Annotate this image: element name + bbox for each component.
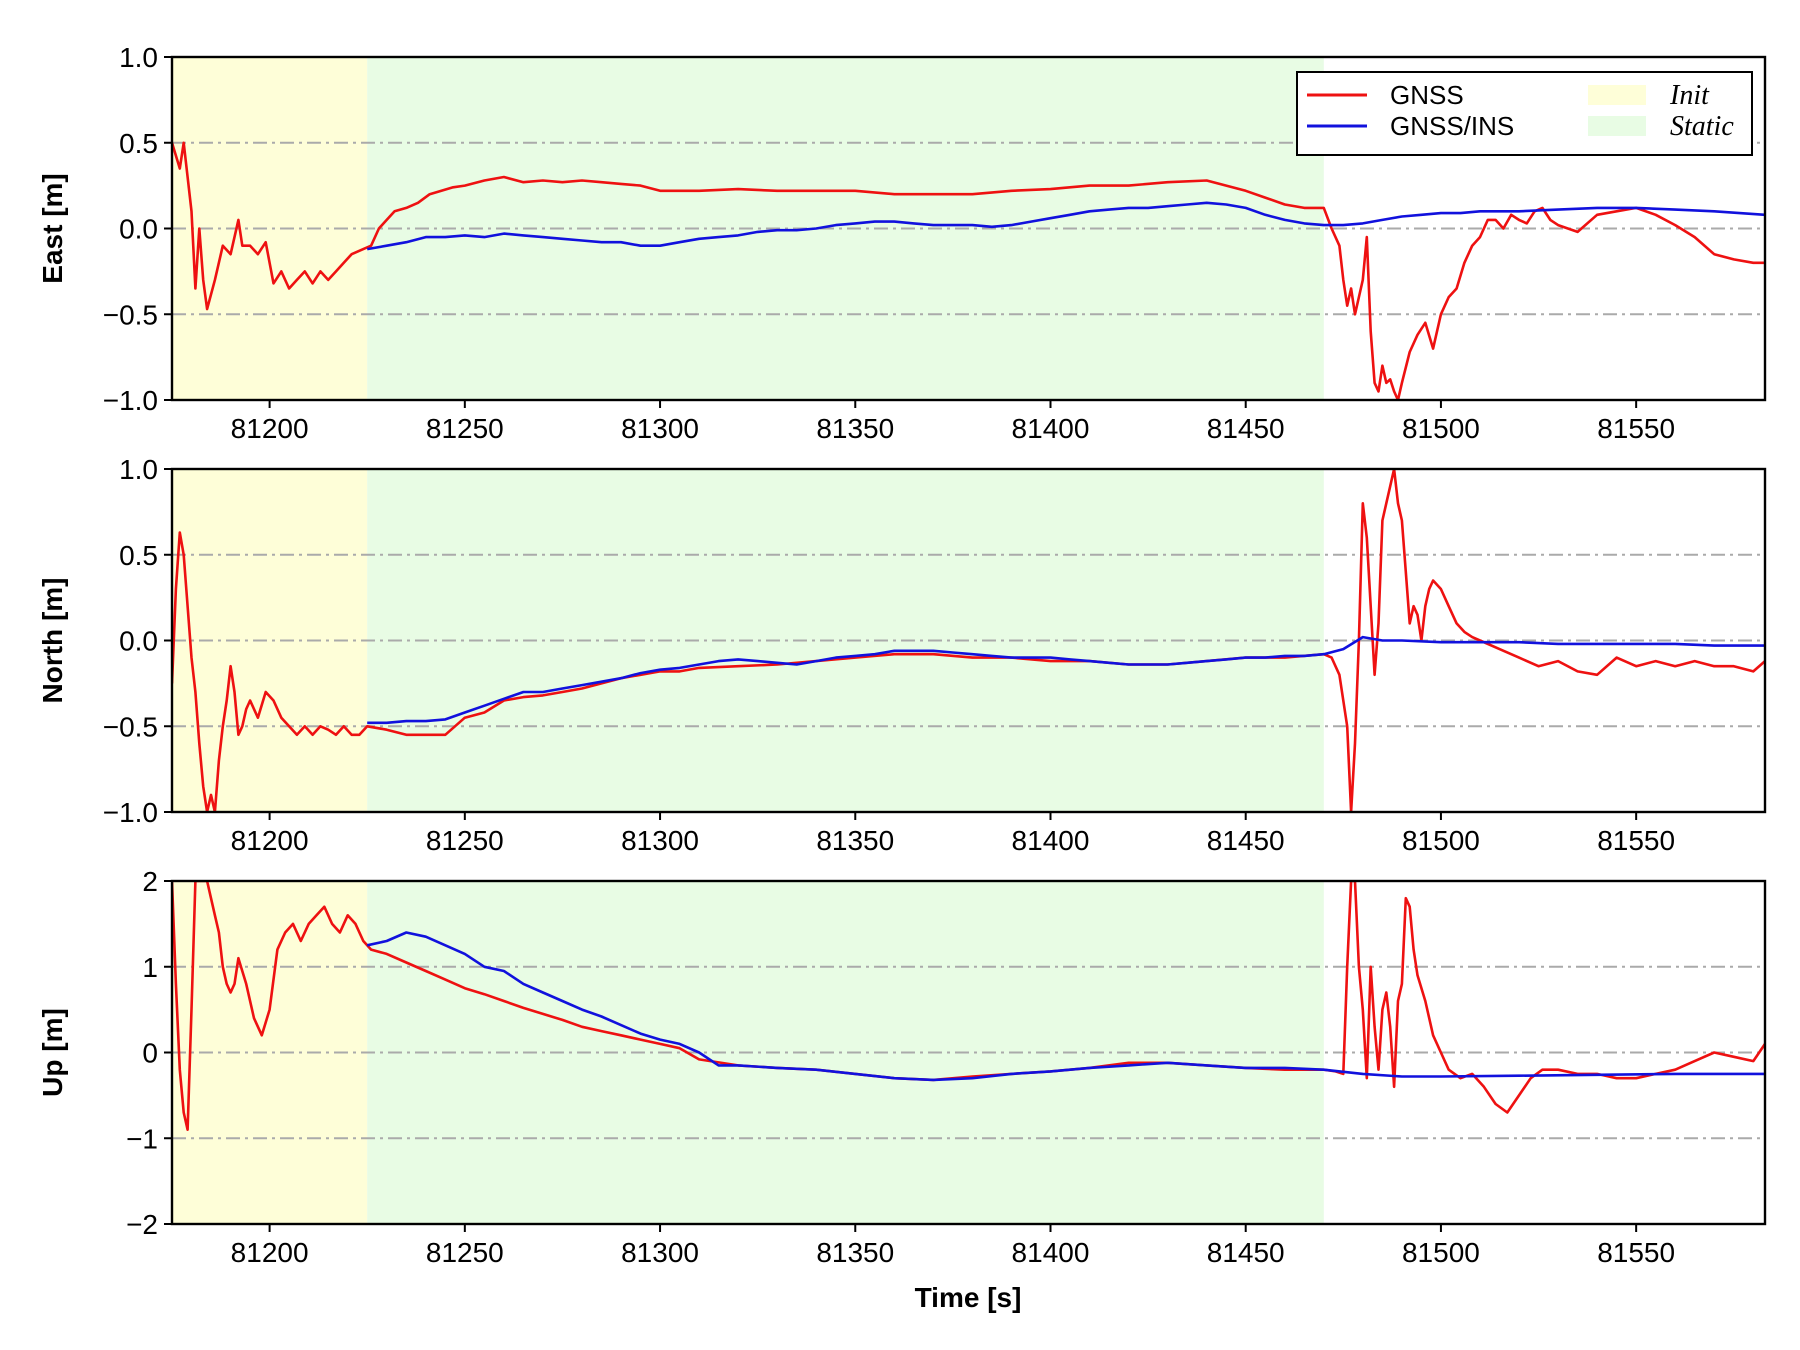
y-tick-label: −1: [126, 1123, 158, 1154]
series-line-gnss-ins: [366, 931, 1765, 1082]
x-tick-label: 81500: [1402, 825, 1480, 856]
x-tick-label: 81400: [1012, 825, 1090, 856]
y-axis-label: North [m]: [37, 578, 68, 704]
legend-entry-label: GNSS: [1390, 80, 1464, 110]
series-line-gnss-ins: [367, 635, 1765, 725]
x-tick-label: 81350: [816, 413, 894, 444]
x-tick-label: 81200: [231, 1237, 309, 1268]
panels: −1.0 −0.5 0.0 0.5 1.0 81200 81250 81300 81350 814…: [37, 42, 1767, 1268]
y-tick-label: −1.0: [103, 797, 158, 828]
x-tick-label: 81450: [1207, 413, 1285, 444]
x-tick-label: 81250: [426, 825, 504, 856]
x-tick-label: 81300: [621, 413, 699, 444]
legend-box: [1296, 71, 1753, 156]
legend-entry-label: Static: [1670, 111, 1734, 142]
x-tick-label: 81200: [231, 825, 309, 856]
x-tick-label: 81200: [231, 413, 309, 444]
x-tick-label: 81550: [1597, 1237, 1675, 1268]
x-tick-label: 81250: [426, 1237, 504, 1268]
y-tick-label: 0.5: [119, 540, 158, 571]
x-tick-label: 81450: [1207, 1237, 1285, 1268]
y-tick-label: −0.5: [103, 299, 158, 330]
y-axis-label: East [m]: [37, 173, 68, 283]
panel-2: −1.0 −0.5 0.0 0.5 1.0 81200 81250 81300 81350 814…: [37, 454, 1767, 856]
x-tick-label: 81350: [816, 1237, 894, 1268]
panel-1: −1.0 −0.5 0.0 0.5 1.0 81200 81250 81300 81350 814…: [37, 42, 1767, 444]
legend-entry-label: GNSS/INS: [1390, 111, 1514, 141]
x-tick-label: 81550: [1597, 413, 1675, 444]
x-tick-label: 81300: [621, 825, 699, 856]
x-tick-label: 81500: [1402, 1237, 1480, 1268]
series-line-gnss: [172, 141, 1765, 400]
y-tick-label: 0.0: [119, 214, 158, 245]
series-line-gnss: [172, 469, 1765, 812]
y-tick-label: −2: [126, 1209, 158, 1240]
y-tick-label: −0.5: [103, 711, 158, 742]
y-tick-label: 1: [142, 952, 158, 983]
series-line-gnss-ins: [366, 201, 1765, 251]
y-tick-label: 1.0: [119, 454, 158, 485]
y-tick-label: 0.5: [119, 128, 158, 159]
panel-3: −2 −1 0 1 2 81200 81250 81300 81350 81400 81450 815…: [37, 866, 1767, 1268]
y-tick-label: 2: [142, 866, 158, 897]
x-tick-label: 81400: [1012, 413, 1090, 444]
legend-patch-swatch: [1588, 85, 1646, 105]
y-tick-label: −1.0: [103, 385, 158, 416]
legend-patch-swatch: [1588, 116, 1646, 136]
x-tick-label: 81350: [816, 825, 894, 856]
y-tick-label: 0.0: [119, 626, 158, 657]
x-tick-label: 81500: [1402, 413, 1480, 444]
y-tick-label: 0: [142, 1038, 158, 1069]
x-tick-label: 81400: [1012, 1237, 1090, 1268]
x-tick-label: 81250: [426, 413, 504, 444]
y-tick-label: 1.0: [119, 42, 158, 73]
x-tick-label: 81450: [1207, 825, 1285, 856]
x-axis-label: Time [s]: [915, 1282, 1022, 1313]
legend-entry-label: Init: [1669, 80, 1710, 111]
y-axis-label: Up [m]: [37, 1008, 68, 1097]
x-tick-label: 81550: [1597, 825, 1675, 856]
x-tick-label: 81300: [621, 1237, 699, 1268]
